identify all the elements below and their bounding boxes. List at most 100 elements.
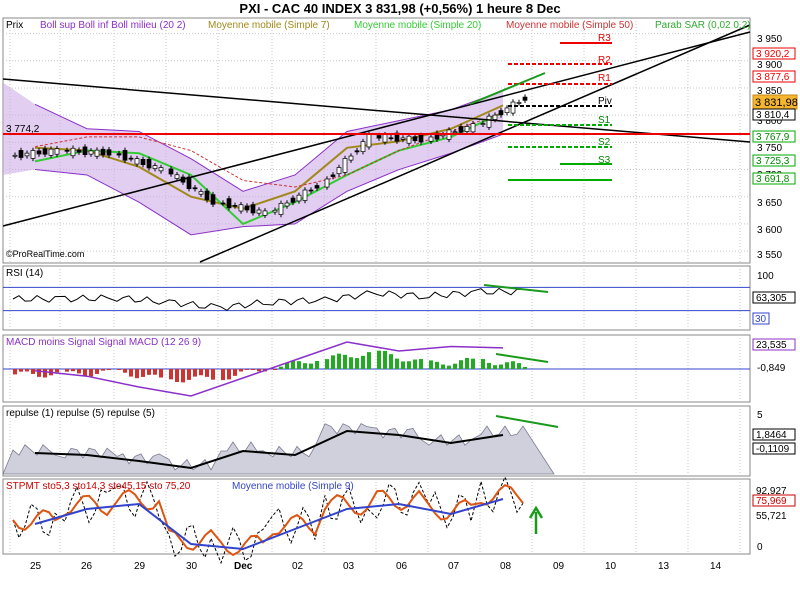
macd-bar <box>141 369 145 377</box>
x-tick: 30 <box>186 561 198 572</box>
price-y-tick: 3 750 <box>757 143 782 154</box>
candle <box>272 209 278 213</box>
repulse-value2: -0,1109 <box>756 444 790 455</box>
price-y-axis: 3 950 3 900 3 850 3 800 3 750 3 700 3 65… <box>757 34 782 261</box>
macd-bar <box>117 369 121 370</box>
candle <box>226 198 232 209</box>
stpmt-value3: 55,721 <box>756 511 787 522</box>
macd-bar <box>43 369 47 378</box>
divergence-line-rsi <box>483 284 549 293</box>
candle <box>284 202 290 207</box>
macd-bar <box>355 358 359 369</box>
macd-value1-box <box>752 338 796 351</box>
repulse-header: repulse (1) repulse (5) repulse (5) <box>6 408 155 419</box>
tag-r1: 3 877,6 <box>756 72 790 83</box>
macd-bar <box>175 369 179 382</box>
macd-bar <box>221 369 225 381</box>
repulse-y-tick: 5 <box>757 410 763 421</box>
tag-piv: 3 810,4 <box>756 110 790 121</box>
stpmt-header: STPMT sto5,3 sto14,3 sto45,15 sto 75,20 <box>6 481 191 492</box>
macd-bar <box>257 369 261 372</box>
stpmt-ma-line <box>34 498 504 551</box>
macd-bar <box>349 357 353 369</box>
x-tick: 29 <box>134 561 146 572</box>
candle <box>314 185 320 189</box>
price-header-ma20: Moyenne mobile (Simple 20) <box>354 20 481 31</box>
macd-bar <box>481 359 485 369</box>
candle <box>158 167 164 172</box>
candle <box>262 210 268 216</box>
ma20-line <box>34 111 504 226</box>
macd-bar <box>239 369 243 372</box>
candle <box>290 197 296 203</box>
macd-bar <box>511 361 515 369</box>
tag-r3: 3 920,2 <box>756 49 790 60</box>
macd-header: MACD moins Signal Signal MACD (12 26 9) <box>6 337 201 348</box>
candle <box>174 174 180 179</box>
macd-bar <box>205 369 209 377</box>
macd-bar <box>55 369 59 373</box>
candle <box>412 136 418 142</box>
candle <box>400 137 406 140</box>
macd-bar <box>325 359 329 369</box>
macd-bar <box>129 369 133 377</box>
candle <box>48 148 54 156</box>
macd-bar <box>89 369 93 377</box>
macd-bar <box>13 369 17 375</box>
candle <box>70 147 76 157</box>
macd-bar <box>297 361 301 369</box>
candle <box>140 158 146 166</box>
macd-bar <box>159 369 163 378</box>
candle <box>296 194 302 202</box>
tag-extra: 3 691,8 <box>756 174 790 185</box>
macd-bar <box>147 369 151 375</box>
x-tick: 10 <box>605 561 617 572</box>
x-tick: 08 <box>500 561 512 572</box>
macd-bar <box>199 369 203 376</box>
tag-s3: 3 725,3 <box>756 156 790 167</box>
candle <box>116 153 122 156</box>
macd-bar <box>453 363 457 369</box>
candle <box>76 149 82 153</box>
x-tick: 06 <box>396 561 408 572</box>
candle <box>134 158 140 165</box>
arrow-up-icon <box>528 505 544 534</box>
macd-bar <box>227 369 231 380</box>
candle <box>30 150 36 159</box>
tag-r3-box <box>752 47 796 60</box>
stpmt-value2-box <box>752 494 796 507</box>
trendline-support-upper <box>2 31 751 227</box>
macd-bar <box>285 362 289 369</box>
stpmt-value2: 75,969 <box>756 496 787 507</box>
price-y-tick: 3 850 <box>757 86 782 97</box>
ma7-line <box>34 104 504 210</box>
macd-bar <box>19 369 23 372</box>
macd-bar <box>465 357 469 369</box>
candle <box>452 131 458 134</box>
tag-r1-box <box>752 70 796 83</box>
repulse-value2-box <box>752 442 796 455</box>
candle <box>168 168 174 175</box>
stpmt-line <box>12 484 524 557</box>
candle <box>256 209 262 214</box>
indicator-layer <box>2 284 750 565</box>
rsi-value: 63,305 <box>756 293 787 304</box>
chart-title: PXI - CAC 40 INDEX 3 831,98 (+0,56%) 1 h… <box>239 1 561 16</box>
candle <box>210 194 216 205</box>
macd-value1: 23,535 <box>756 340 787 351</box>
pivot-label-r1: R1 <box>598 73 611 84</box>
candle <box>470 123 476 133</box>
macd-bar <box>31 369 35 374</box>
candle <box>504 107 510 113</box>
macd-bar <box>343 354 347 369</box>
pivot-label-r3: R3 <box>598 33 611 44</box>
price-header-boll: Boll sup Boll inf Boll milieu (20 2) <box>40 20 186 31</box>
candle <box>42 148 48 155</box>
macd-bar <box>337 353 341 369</box>
macd-value2: -0,849 <box>757 363 786 374</box>
macd-bar <box>441 364 445 369</box>
stpmt-header2: Moyenne mobile (Simple 9) <box>232 481 354 492</box>
macd-bar <box>505 362 509 369</box>
macd-bar <box>493 365 497 369</box>
